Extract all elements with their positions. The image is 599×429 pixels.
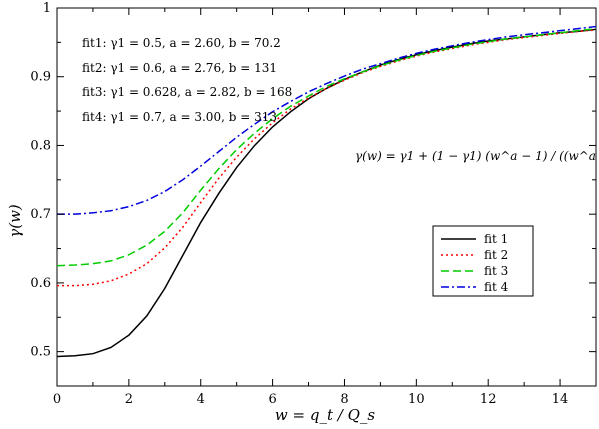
y-tick-label: 0.6 (30, 276, 51, 291)
x-tick-label: 8 (340, 392, 348, 407)
annotation-fit1: fit1: γ1 = 0.5, a = 2.60, b = 70.2 (82, 36, 281, 50)
legend-label-fit-1: fit 1 (484, 232, 508, 246)
annotation-layer: fit1: γ1 = 0.5, a = 2.60, b = 70.2 fit2:… (82, 36, 599, 163)
y-tick-label: 0.7 (30, 207, 51, 222)
legend-box (432, 225, 534, 297)
annotation-fit4: fit4: γ1 = 0.7, a = 3.00, b = 313 (82, 110, 277, 124)
annotation-fit2: fit2: γ1 = 0.6, a = 2.76, b = 131 (82, 61, 277, 75)
annotation-fit3: fit3: γ1 = 0.628, a = 2.82, b = 168 (82, 85, 292, 99)
y-axis-label: γ(w) (6, 204, 24, 238)
x-tick-label: 0 (53, 392, 61, 407)
fit-formula: γ(w) = γ1 + (1 − γ1) (w^a − 1) / ((w^a −… (355, 149, 599, 163)
axis-labels: w = q_t / Q_s γ(w) (6, 204, 375, 424)
x-tick-label: 12 (480, 392, 497, 407)
x-tick-label: 14 (552, 392, 569, 407)
legend-label-fit-3: fit 3 (484, 264, 508, 278)
plot-frame (56, 7, 597, 387)
x-axis-label: w = q_t / Q_s (275, 406, 375, 424)
series-line-fit-1 (56, 28, 597, 358)
series-line-fit-3 (56, 27, 597, 267)
legend-label-fit-2: fit 2 (484, 248, 508, 262)
legend-label-fit-4: fit 4 (484, 280, 509, 294)
series-line-fit-4 (57, 25, 597, 215)
x-tick-label: 4 (197, 392, 205, 407)
plot-layer (56, 7, 597, 387)
ticks-layer: 0 2 4 6 8 10 12 14 0.5 0.6 0.7 0.8 0.9 1 (30, 1, 596, 407)
x-tick-label: 2 (125, 392, 133, 407)
x-tick-label: 6 (268, 392, 276, 407)
legend-items: fit 1 fit 2 fit 3 fit 4 (441, 232, 509, 294)
x-tick-label: 10 (408, 392, 425, 407)
legend: fit 1 fit 2 fit 3 fit 4 (432, 225, 534, 297)
y-tick-label: 0.5 (30, 345, 51, 360)
y-tick-label: 0.9 (30, 70, 51, 85)
y-tick-label: 0.8 (30, 138, 51, 153)
y-tick-label: 1 (43, 1, 51, 16)
